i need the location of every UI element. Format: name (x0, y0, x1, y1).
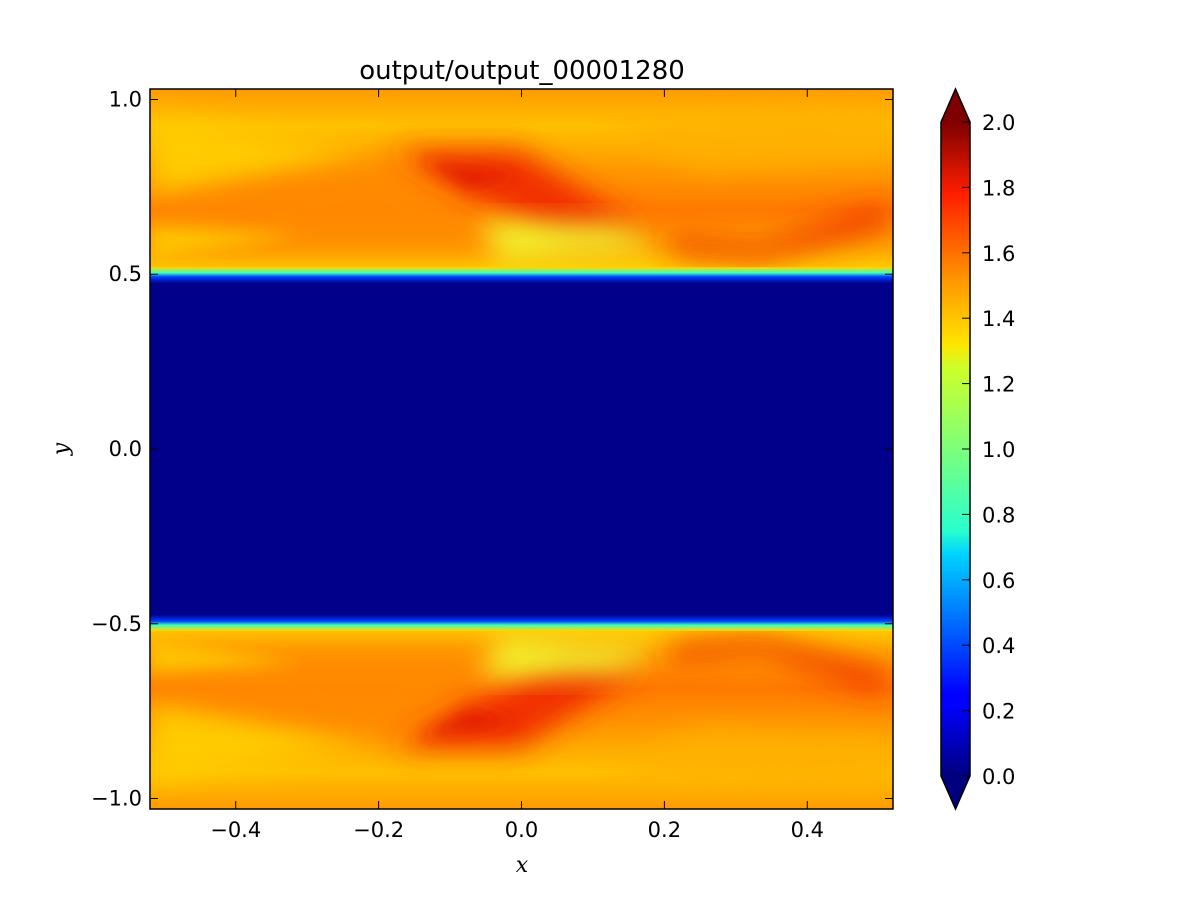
y-tick-label: −1.0 (91, 787, 142, 811)
x-tick-label: 0.2 (648, 818, 681, 842)
lower-feature (600, 728, 893, 788)
lower-feature (660, 636, 893, 693)
colorbar-tick-label: 1.6 (982, 242, 1015, 266)
colorbar-tick-label: 0.0 (982, 765, 1015, 789)
y-axis-label: y (49, 442, 74, 456)
upper-feature (150, 115, 380, 200)
colorbar-tick-label: 0.2 (982, 700, 1015, 724)
y-tick-label: 0.0 (109, 437, 142, 461)
upper-feature (150, 160, 560, 250)
x-tick-label: −0.2 (353, 818, 404, 842)
lower-interface (150, 614, 893, 631)
upper-feature (480, 220, 660, 262)
colorbar-tick-label: 1.2 (982, 373, 1015, 397)
heatmap-field (150, 89, 893, 809)
upper-feature (150, 225, 300, 260)
x-axis-label: x (516, 853, 529, 878)
lower-feature (150, 638, 300, 673)
colorbar-extend-min (941, 776, 970, 809)
upper-feature (660, 205, 893, 262)
colorbar-tick-label: 2.0 (982, 111, 1015, 135)
colorbar-tick-label: 0.8 (982, 503, 1015, 527)
x-tick-label: 0.0 (505, 818, 538, 842)
y-tick-label: 0.5 (109, 262, 142, 286)
lower-feature (480, 636, 660, 678)
lower-feature (150, 648, 560, 738)
colorbar-tick-label: 0.6 (982, 569, 1015, 593)
chart-title: output/output_00001280 (359, 56, 685, 86)
colorbar-extend-max (941, 89, 970, 122)
x-tick-label: −0.4 (210, 818, 261, 842)
colorbar-tick-label: 1.4 (982, 307, 1015, 331)
upper-interface (150, 267, 893, 284)
x-axis: −0.4 −0.2 0.0 0.2 0.4 (210, 89, 824, 842)
y-axis: 1.0 0.5 0.0 −0.5 −1.0 (91, 87, 893, 811)
y-tick-label: 1.0 (109, 87, 142, 111)
upper-feature (420, 160, 520, 190)
colorbar-tick-label: 1.0 (982, 438, 1015, 462)
y-tick-label: −0.5 (91, 612, 142, 636)
colorbar-tick-label: 0.4 (982, 634, 1015, 658)
lower-feature (150, 698, 380, 783)
lower-feature (420, 708, 520, 738)
upper-feature (600, 110, 893, 170)
x-tick-label: 0.4 (791, 818, 824, 842)
colorbar: 0.0 0.2 0.4 0.6 0.8 1.0 1.2 1.4 1.6 1.8 2.0 (940, 87, 1015, 811)
colorbar-tick-label: 1.8 (982, 176, 1015, 200)
central-band-core (150, 283, 893, 615)
